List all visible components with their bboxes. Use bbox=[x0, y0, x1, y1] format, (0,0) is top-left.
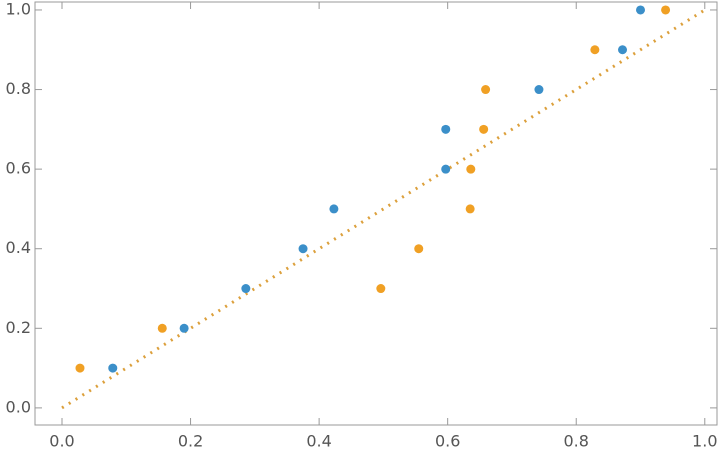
point bbox=[298, 244, 308, 254]
frame bbox=[34, 1, 718, 426]
x-tick-label: 1.0 bbox=[692, 432, 717, 451]
point bbox=[466, 164, 476, 174]
x-tick-label: 0.6 bbox=[435, 432, 460, 451]
y-tick-label: 0.8 bbox=[6, 79, 31, 98]
point bbox=[75, 363, 85, 373]
point bbox=[661, 5, 671, 15]
point bbox=[590, 45, 600, 55]
point bbox=[329, 204, 339, 214]
reference-line bbox=[61, 8, 706, 410]
point bbox=[479, 124, 489, 134]
x-tick-label: 0.8 bbox=[564, 432, 589, 451]
x-tick-label: 0.2 bbox=[178, 432, 203, 451]
point bbox=[441, 164, 451, 174]
point bbox=[414, 244, 424, 254]
x-tick-label: 0.4 bbox=[306, 432, 331, 451]
point bbox=[241, 284, 251, 294]
y-tick-label: 0.2 bbox=[6, 318, 31, 337]
point bbox=[179, 323, 189, 333]
y-tick-label: 0.0 bbox=[6, 397, 31, 416]
point bbox=[534, 85, 544, 95]
y-tick-label: 0.4 bbox=[6, 238, 31, 257]
y-tick-label: 0.6 bbox=[6, 159, 31, 178]
point bbox=[108, 363, 118, 373]
point bbox=[376, 284, 386, 294]
x-tick-label: 0.0 bbox=[49, 432, 74, 451]
point bbox=[465, 204, 475, 214]
point bbox=[441, 124, 451, 134]
point bbox=[636, 5, 646, 15]
point bbox=[481, 85, 491, 95]
point bbox=[157, 323, 167, 333]
y-tick-label: 1.0 bbox=[6, 0, 31, 18]
point bbox=[618, 45, 628, 55]
